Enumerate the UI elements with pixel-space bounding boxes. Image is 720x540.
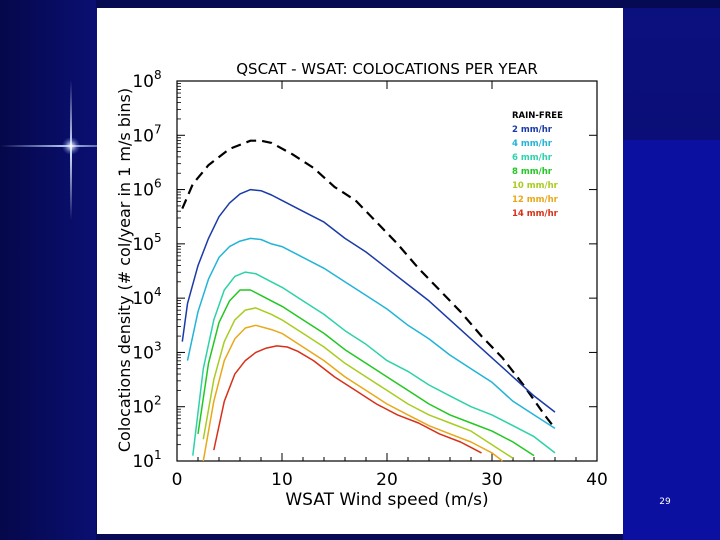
- series-lines: [181, 139, 556, 462]
- x-tick-label: 10: [271, 470, 293, 490]
- legend: RAIN-FREE 2 mm/hr 4 mm/hr 6 mm/hr 8 mm/hr 10 …: [512, 111, 563, 219]
- y-tick-label: 108: [132, 68, 161, 92]
- y-axis-label: Colocations density (# col/year in 1 m/s…: [115, 88, 134, 452]
- legend-entry: 10 mm/hr: [512, 181, 559, 191]
- x-axis-label: WSAT Wind speed (m/s): [285, 490, 488, 510]
- y-tick-label: 101: [132, 448, 161, 472]
- series-line: [181, 188, 556, 413]
- chart-panel: QSCAT - WSAT: COLOCATIONS PER YEAR WSAT …: [97, 8, 623, 534]
- series-line: [202, 324, 503, 462]
- legend-entry: 12 mm/hr: [512, 195, 559, 205]
- y-tick-label: 106: [132, 177, 161, 201]
- legend-entry: 14 mm/hr: [512, 209, 559, 219]
- y-axis-ticks: 101 102 103 104 105 106 107 108: [132, 68, 597, 472]
- x-axis-ticks: 0 10 20 30 40: [172, 81, 608, 490]
- series-line: [202, 307, 514, 459]
- y-tick-label: 105: [132, 231, 161, 255]
- slide-number: 29: [659, 497, 671, 507]
- chart-title: QSCAT - WSAT: COLOCATIONS PER YEAR: [236, 60, 538, 78]
- series-line: [186, 237, 556, 430]
- slide-right-band: [623, 140, 720, 540]
- series-line: [197, 289, 535, 457]
- x-tick-label: 0: [172, 470, 183, 490]
- colocation-density-chart: QSCAT - WSAT: COLOCATIONS PER YEAR WSAT …: [115, 60, 608, 510]
- y-tick-label: 103: [132, 339, 161, 363]
- slide-top-strip: [0, 0, 720, 8]
- sparkle-star-icon: [62, 138, 80, 154]
- legend-entry: 4 mm/hr: [512, 139, 553, 149]
- x-tick-label: 40: [586, 470, 608, 490]
- y-tick-label: 107: [132, 122, 161, 146]
- y-tick-label: 102: [132, 394, 161, 418]
- x-tick-label: 30: [481, 470, 503, 490]
- series-line: [181, 139, 556, 430]
- legend-entry: 2 mm/hr: [512, 125, 553, 135]
- series-line: [192, 271, 556, 456]
- x-tick-label: 20: [376, 470, 398, 490]
- series-line: [213, 345, 482, 454]
- legend-entry: RAIN-FREE: [512, 111, 563, 121]
- legend-entry: 8 mm/hr: [512, 167, 553, 177]
- legend-entry: 6 mm/hr: [512, 153, 553, 163]
- slide-left-band: [0, 0, 96, 540]
- y-tick-label: 104: [132, 285, 161, 309]
